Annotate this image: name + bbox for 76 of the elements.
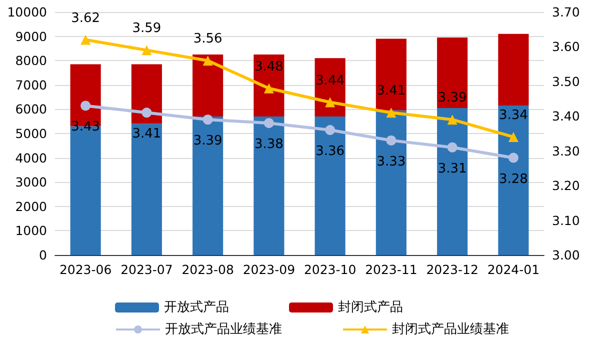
- x-tick-label: 2024-01: [487, 262, 540, 277]
- y-tick-label: 8000: [15, 53, 48, 68]
- y-tick-label: 3000: [15, 174, 48, 190]
- bar: [192, 116, 224, 255]
- bar: [254, 54, 284, 116]
- point: [80, 34, 91, 45]
- data-label: 3.62: [71, 10, 100, 26]
- bar: [498, 34, 529, 106]
- bar: [376, 38, 406, 110]
- point: [386, 108, 396, 118]
- point: [142, 108, 152, 118]
- x-tick-label: 2023-07: [120, 262, 173, 277]
- y-tick-label: 9000: [15, 28, 48, 44]
- data-label: 3.28: [498, 172, 528, 187]
- legend-label: 开放式产品业绩基准: [165, 322, 282, 337]
- y2-tick-label: 3.60: [552, 39, 580, 54]
- point: [264, 118, 274, 128]
- y-tick-label: 7000: [15, 77, 48, 92]
- x-tick-label: 2023-08: [182, 262, 234, 277]
- point: [202, 56, 213, 66]
- y-tick-label: 2000: [15, 198, 48, 214]
- point: [508, 152, 518, 163]
- x-tick-label: 2023-06: [59, 262, 112, 277]
- data-label: 3.34: [498, 108, 528, 123]
- legend-label: 封闭式产品: [338, 300, 403, 315]
- x-tick-label: 2023-12: [426, 262, 478, 277]
- bar: [131, 124, 162, 255]
- x-tick-label: 2023-09: [242, 262, 296, 277]
- x-tick-label: 2023-11: [365, 262, 418, 277]
- data-label: 3.41: [132, 126, 162, 142]
- bar: [437, 108, 468, 255]
- data-label: 3.39: [193, 134, 222, 149]
- y-tick-label: 1000: [15, 223, 48, 238]
- data-label: 3.41: [376, 84, 406, 99]
- point: [202, 114, 213, 125]
- bar: [192, 54, 224, 116]
- legend-label: 开放式产品: [164, 300, 229, 315]
- y2-tick-label: 3.00: [552, 248, 580, 262]
- y2-tick-label: 3.30: [552, 143, 580, 158]
- legend-label: 封闭式产品业绩基准: [392, 322, 509, 337]
- data-label: 3.56: [193, 32, 222, 47]
- y-tick-label: 10000: [7, 4, 48, 20]
- data-label: 3.33: [376, 154, 406, 170]
- bar: [498, 106, 529, 255]
- y2-tick-label: 3.10: [552, 212, 580, 228]
- point: [447, 142, 458, 152]
- data-label: 3.36: [316, 144, 345, 160]
- point: [80, 100, 91, 111]
- point: [325, 125, 336, 136]
- bar: [437, 38, 468, 108]
- point: [447, 114, 458, 125]
- point: [142, 45, 152, 56]
- bar: [314, 116, 346, 255]
- bar: [131, 64, 162, 124]
- y-tick-label: 5000: [15, 126, 48, 141]
- y2-tick-label: 3.20: [552, 178, 580, 194]
- y-tick-label: 0: [39, 248, 48, 262]
- bar: [376, 110, 406, 255]
- y2-tick-label: 3.70: [552, 4, 580, 20]
- y-tick-label: 6000: [15, 102, 48, 117]
- data-label: 3.59: [132, 21, 162, 36]
- y2-tick-label: 3.40: [552, 108, 580, 124]
- bar: [314, 58, 346, 116]
- bar: [254, 116, 284, 255]
- data-label: 3.44: [316, 73, 345, 88]
- point: [386, 135, 396, 146]
- data-label: 3.39: [438, 90, 467, 106]
- data-label: 3.31: [438, 161, 467, 176]
- point: [325, 97, 336, 108]
- y2-tick-label: 3.50: [552, 74, 580, 89]
- point: [264, 83, 274, 94]
- x-tick-label: 2023-10: [304, 262, 356, 277]
- y-tick-label: 4000: [15, 150, 48, 166]
- data-label: 3.38: [254, 137, 284, 152]
- point: [508, 132, 518, 142]
- data-label: 3.48: [254, 59, 284, 74]
